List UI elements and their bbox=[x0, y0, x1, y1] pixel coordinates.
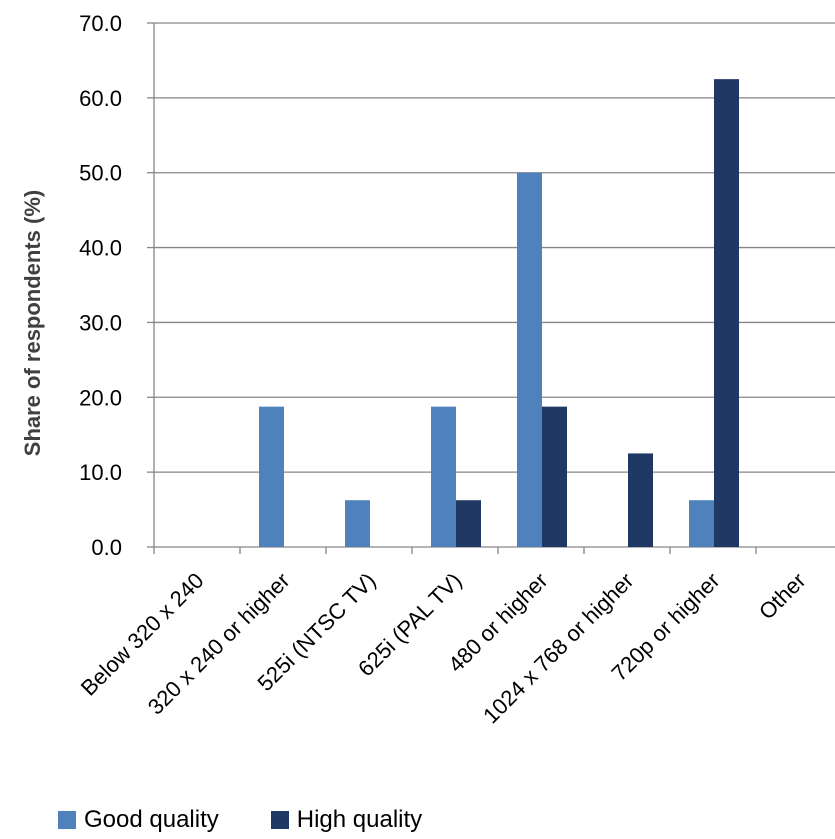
bars bbox=[259, 79, 739, 548]
y-tick-label: 70.0 bbox=[79, 11, 122, 36]
bar-good-quality bbox=[517, 172, 542, 547]
legend-label-good-quality: Good quality bbox=[84, 806, 219, 833]
y-tick-label: 0.0 bbox=[91, 535, 122, 560]
y-tick-label: 40.0 bbox=[79, 236, 122, 261]
y-axis-title: Share of respondents (%) bbox=[20, 190, 45, 456]
bar-good-quality bbox=[689, 500, 714, 547]
x-category-label: 320 x 240 or higher bbox=[143, 568, 295, 720]
y-tick-label: 20.0 bbox=[79, 385, 122, 410]
x-category-label: Other bbox=[754, 568, 811, 625]
legend-swatch-good-quality bbox=[58, 811, 76, 829]
bar-good-quality bbox=[259, 406, 284, 547]
legend: Good quality High quality bbox=[58, 806, 422, 834]
y-tick-label: 30.0 bbox=[79, 310, 122, 335]
bar-good-quality bbox=[345, 500, 370, 547]
bar-chart: 0.0 10.0 20.0 30.0 40.0 50.0 60.0 70.0 Below 32… bbox=[20, 11, 835, 728]
bar-high-quality bbox=[456, 500, 481, 547]
legend-item-good-quality: Good quality bbox=[58, 806, 219, 834]
y-tick-label: 60.0 bbox=[79, 86, 122, 111]
bar-high-quality bbox=[628, 453, 653, 547]
x-axis-ticks bbox=[153, 547, 757, 554]
legend-item-high-quality: High quality bbox=[270, 806, 423, 834]
y-tick-labels: 0.0 10.0 20.0 30.0 40.0 50.0 60.0 70.0 bbox=[79, 11, 122, 560]
bar-high-quality bbox=[714, 79, 739, 548]
bar-high-quality bbox=[542, 406, 567, 547]
legend-swatch-high-quality bbox=[270, 811, 289, 829]
y-tick-label: 10.0 bbox=[79, 460, 122, 485]
bar-good-quality bbox=[431, 406, 456, 547]
legend-label-high-quality: High quality bbox=[296, 806, 423, 833]
x-category-label: 1024 x 768 or higher bbox=[478, 568, 638, 728]
y-tick-label: 50.0 bbox=[79, 161, 122, 186]
